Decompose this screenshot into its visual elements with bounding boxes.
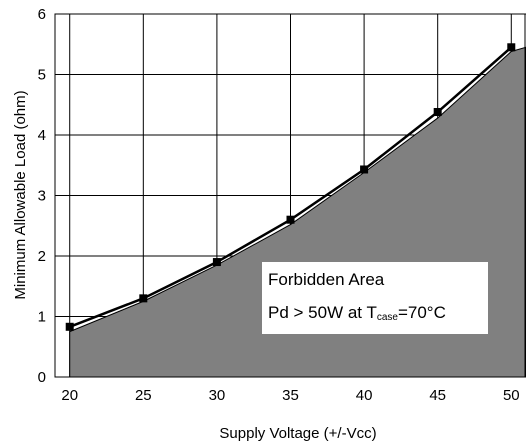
note-condition-suffix: =70°C [398,303,446,322]
x-tick-label-2: 30 [209,387,226,404]
x-tick-labels: 20 25 30 35 40 45 50 [61,387,519,404]
y-tick-label-1: 1 [38,309,46,326]
note-condition: Pd > 50W at Tcase=70°C [268,303,446,323]
x-tick-label-0: 20 [61,387,78,404]
plot-frame [54,13,526,378]
y-tick-label-4: 4 [38,127,46,144]
note-background [262,262,488,334]
data-point-0-1 [139,294,148,303]
data-point-0-6 [507,43,516,52]
data-point-0-5 [433,108,442,117]
x-tick-label-6: 50 [503,387,520,404]
x-tick-label-3: 35 [282,387,299,404]
data-point-0-4 [360,165,369,174]
x-tick-label-4: 40 [356,387,373,404]
y-tick-label-5: 5 [38,67,46,84]
y-tick-label-3: 3 [38,188,46,205]
y-tick-label-2: 2 [38,248,46,265]
series [65,43,516,331]
x-axis-title: Supply Voltage (+/-Vcc) [219,425,376,442]
y-tick-label-0: 0 [38,369,46,386]
data-point-0-3 [286,215,295,224]
data-point-0-2 [212,258,221,267]
note-condition-prefix: Pd > 50W at T [268,303,377,322]
y-tick-label-6: 6 [38,6,46,23]
y-tick-labels: 0 1 2 3 4 5 6 [38,6,46,386]
x-tick-label-5: 45 [429,387,446,404]
forbidden-area-note: Forbidden Area Pd > 50W at Tcase=70°C [262,262,488,334]
note-title: Forbidden Area [268,270,385,289]
x-tick-label-1: 25 [135,387,152,404]
note-condition-subscript: case [377,312,399,323]
data-point-0-0 [65,322,74,331]
y-axis-title: Minimum Allowable Load (ohm) [12,90,29,299]
